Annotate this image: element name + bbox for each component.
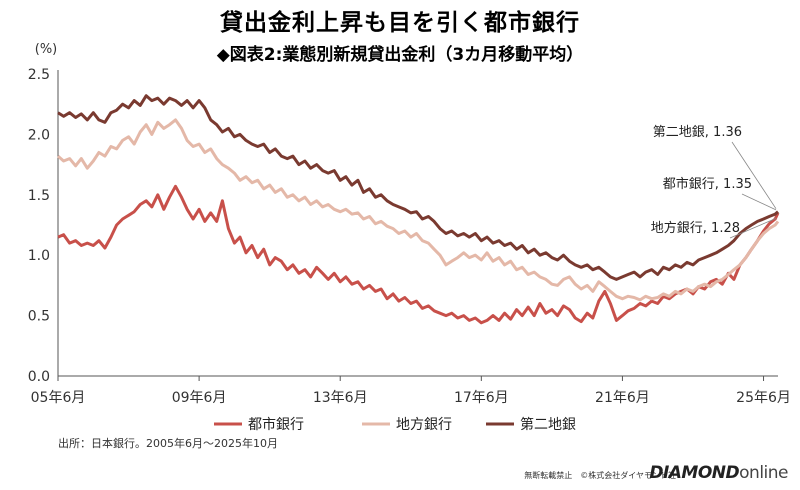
chart-subtitle: ◆図表2:業態別新規貸出金利（3カ月移動平均） <box>216 45 584 65</box>
source-note: 出所：日本銀行。2005年6月～2025年10月 <box>58 437 278 450</box>
brand-sub: online <box>739 463 788 483</box>
end-value-label-1: 都市銀行, 1.35 <box>663 176 752 192</box>
brand-logo: DIAMONDonline <box>649 463 788 483</box>
legend-label-2: 地方銀行 <box>396 417 452 433</box>
leader-line-2 <box>729 218 777 239</box>
y-tick-label: 2.5 <box>28 67 50 83</box>
end-value-label-3: 第二地銀, 1.36 <box>653 125 742 140</box>
series-line-1 <box>57 184 780 325</box>
x-tick-label: 09年6月 <box>172 390 227 406</box>
legend-label-3: 第二地銀 <box>520 416 576 433</box>
x-tick-label: 21年6月 <box>595 390 650 406</box>
leader-line-1 <box>741 193 777 211</box>
series-line-3 <box>57 94 779 281</box>
x-tick-label: 25年6月 <box>736 390 791 406</box>
leader-line-3 <box>731 141 777 209</box>
y-tick-label: 0.0 <box>28 369 50 385</box>
series-line-2 <box>57 118 780 302</box>
y-tick-label: 0.5 <box>28 309 50 325</box>
y-tick-label: 1.5 <box>28 188 50 204</box>
copyright-note: 無断転載禁止 ©株式会社ダイヤモンド社 <box>524 471 676 480</box>
legend-label-1: 都市銀行 <box>248 416 304 433</box>
end-value-label-2: 地方銀行, 1.28 <box>651 220 740 236</box>
x-tick-label: 13年6月 <box>313 390 368 406</box>
y-unit-label: (%) <box>35 42 58 57</box>
y-tick-label: 2.0 <box>28 127 50 143</box>
y-tick-label: 1.0 <box>28 248 50 264</box>
x-tick-label: 05年6月 <box>31 390 86 406</box>
chart-title: 貸出金利上昇も目を引く都市銀行 <box>220 10 580 36</box>
x-tick-label: 17年6月 <box>454 390 509 406</box>
brand-main: DIAMOND <box>649 463 740 483</box>
